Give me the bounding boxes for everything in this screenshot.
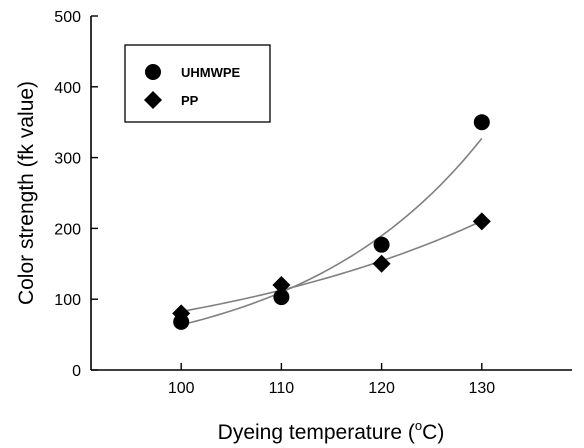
point-pp: [172, 304, 191, 323]
y-tick-label: 200: [54, 221, 81, 238]
legend-label-pp: PP: [181, 93, 199, 108]
fit-curve-pp: [181, 220, 483, 313]
y-tick-label: 300: [54, 151, 81, 168]
x-tick-label: 130: [468, 380, 495, 397]
point-pp: [472, 212, 491, 231]
legend-marker-pp: [144, 91, 162, 109]
y-tick-label: 100: [54, 292, 81, 309]
legend-box: [124, 44, 271, 123]
fit-curve-uhmwpe: [180, 137, 483, 326]
y-tick-label: 500: [54, 9, 81, 26]
legend-label-uhmwpe: UHMWPE: [181, 65, 241, 80]
point-pp: [272, 276, 291, 295]
point-pp: [372, 254, 391, 273]
y-axis-title: Color strength (fk value): [15, 81, 38, 305]
x-tick-label: 100: [168, 380, 195, 397]
y-tick-label: 0: [72, 363, 81, 380]
axes: [90, 16, 572, 371]
legend: UHMWPE PP: [124, 44, 271, 123]
point-uhmwpe: [373, 236, 390, 253]
data-markers: [172, 114, 491, 330]
fit-curves: [180, 137, 483, 326]
x-axis-ticks: 100 110 120 130: [168, 363, 495, 397]
x-tick-label: 110: [269, 380, 295, 397]
point-uhmwpe: [273, 289, 290, 306]
legend-marker-uhmwpe: [145, 64, 161, 80]
y-tick-label: 400: [54, 80, 81, 97]
x-axis-title: Dyeing temperature (oC): [218, 418, 445, 444]
point-uhmwpe: [473, 114, 490, 131]
x-tick-label: 120: [368, 380, 395, 397]
y-axis-ticks: 0 100 200 300 400 500: [54, 9, 98, 380]
